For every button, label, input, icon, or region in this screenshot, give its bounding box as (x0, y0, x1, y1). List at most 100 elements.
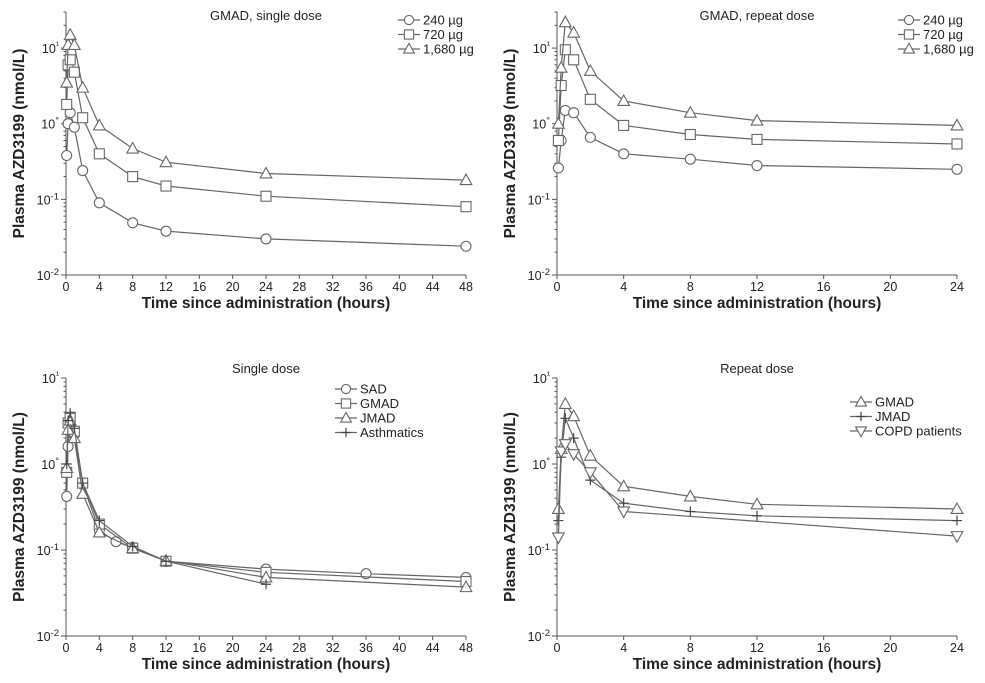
chart-title: Repeat dose (720, 361, 794, 376)
data-point (67, 37, 82, 51)
data-point (952, 515, 962, 526)
data-point (951, 138, 963, 150)
x-tick-label: 4 (96, 641, 103, 655)
legend-marker (856, 411, 866, 422)
legend-marker (341, 427, 351, 438)
data-point (160, 180, 172, 192)
y-tick-label: 10¹ (533, 370, 550, 386)
x-tick-label: 24 (259, 280, 273, 294)
x-axis-label: Time since administration (hours) (633, 656, 882, 673)
x-tick-label: 20 (226, 641, 240, 655)
x-tick-label: 12 (159, 280, 173, 294)
data-point (61, 459, 72, 469)
x-tick-label: 12 (159, 641, 173, 655)
data-point (68, 121, 80, 133)
y-axis-label: Plasma AZD3199 (nmol/L) (502, 412, 519, 602)
series-line (66, 32, 467, 181)
data-point (127, 541, 138, 552)
x-tick-label: 8 (687, 280, 694, 294)
data-point (554, 446, 568, 459)
x-axis-label: Time since administration (hours) (142, 295, 391, 312)
data-point (950, 118, 964, 131)
legend-label: Asthmatics (360, 425, 424, 440)
legend-label: 1,680 µg (923, 42, 974, 57)
series-line (66, 420, 467, 588)
legend-label: 720 µg (423, 27, 463, 42)
series-240-g (552, 104, 963, 175)
legend-marker (402, 42, 416, 54)
x-tick-label: 36 (359, 641, 373, 655)
data-point (127, 217, 139, 229)
data-point (750, 497, 764, 510)
data-point (94, 515, 105, 526)
data-point (77, 165, 89, 177)
data-point (584, 93, 596, 105)
data-point (616, 479, 631, 492)
y-tick-label: 10-2 (37, 628, 59, 644)
y-tick-label: 10¹ (533, 40, 550, 56)
data-point (583, 467, 598, 480)
legend-marker (339, 411, 353, 423)
legend-marker (903, 14, 915, 26)
y-tick-label: 10-2 (528, 628, 550, 644)
legend-label: 720 µg (923, 27, 963, 42)
data-point (552, 134, 564, 147)
series-720-g (552, 44, 963, 150)
data-point (61, 149, 73, 162)
x-tick-label: 8 (129, 641, 136, 655)
data-point (560, 413, 571, 424)
x-tick-label: 44 (426, 280, 440, 294)
legend-marker (854, 426, 868, 438)
data-point (683, 489, 698, 502)
x-tick-label: 12 (750, 280, 764, 294)
data-point (69, 423, 80, 434)
data-point (554, 60, 568, 73)
data-point (558, 15, 573, 28)
data-point (77, 478, 88, 489)
data-point (127, 171, 139, 183)
data-point (260, 233, 272, 245)
x-tick-label: 48 (459, 280, 473, 294)
y-tick-label: 10-1 (528, 191, 550, 207)
data-point (61, 98, 73, 110)
data-point (459, 172, 473, 186)
data-point (67, 430, 82, 444)
y-axis-label: Plasma AZD3199 (nmol/L) (11, 49, 28, 239)
data-point (568, 54, 580, 66)
x-tick-label: 48 (459, 641, 473, 655)
data-point (584, 131, 596, 143)
data-point (559, 44, 571, 56)
x-tick-label: 16 (192, 641, 206, 655)
x-tick-label: 4 (620, 641, 627, 655)
chart-panel-2: GMAD, repeat dose 0 4 8 12 16 20 24 10-2 10-1 10° 1… (502, 8, 974, 312)
series-line (66, 415, 467, 583)
data-point (685, 506, 696, 517)
series-asthmatics (61, 408, 271, 590)
data-point (618, 119, 630, 131)
x-tick-label: 0 (554, 280, 561, 294)
x-tick-label: 0 (63, 641, 70, 655)
data-point (751, 159, 763, 172)
legend-label: GMAD (875, 395, 914, 410)
x-tick-label: 8 (687, 641, 694, 655)
data-point (552, 162, 564, 174)
y-axis-label: Plasma AZD3199 (nmol/L) (502, 49, 519, 239)
x-tick-label: 36 (359, 280, 373, 294)
legend-label: JMAD (360, 411, 395, 426)
data-point (261, 579, 271, 590)
y-tick-label: 10¹ (42, 370, 59, 386)
series-sad (61, 419, 472, 583)
data-point (616, 93, 631, 107)
data-point (752, 510, 762, 521)
data-point (684, 153, 696, 165)
data-point (65, 408, 76, 419)
chart-title: Single dose (232, 361, 300, 376)
data-point (618, 148, 630, 160)
data-point (751, 133, 763, 145)
